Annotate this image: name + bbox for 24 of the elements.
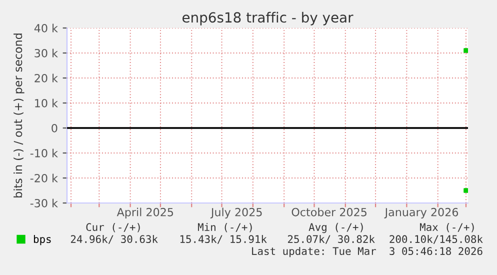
text: 200.10k/145.08k (390, 234, 483, 244)
y-tick-label: -20 k (30, 174, 58, 182)
chart-title: enp6s18 traffic - by year (182, 12, 354, 26)
text: Max (-/+) (420, 223, 474, 232)
text: Last update: Tue Mar 3 05:46:18 2026 (252, 246, 482, 258)
text: 15.43k/ 15.91k (180, 234, 267, 244)
x-tick-label: January 2026 (384, 208, 458, 218)
y-axis-title: bits in (-) / out (+) per second (14, 34, 24, 198)
y-tick-label: 20 k (34, 74, 58, 82)
text: Min (-/+) (198, 222, 252, 232)
y-tick-label: 0 (52, 124, 58, 132)
y-tick-label: -10 k (30, 148, 58, 158)
y-tick-label: 40 k (34, 24, 58, 32)
y-tick-label: 30 k (34, 48, 58, 58)
y-tick-label: -30 k (30, 198, 58, 208)
x-tick-label: October 2025 (292, 208, 366, 216)
y-tick-label: 10 k (35, 98, 58, 108)
legend-label: bps (34, 234, 51, 246)
x-tick-label: July 2025 (210, 208, 262, 218)
text: 25.07k/ 30.82k (288, 234, 375, 244)
x-tick-label: April 2025 (116, 208, 174, 218)
text: Cur (-/+) (86, 223, 140, 232)
text: Avg (-/+) (308, 222, 363, 234)
text: 24.96k/ 30.63k (70, 234, 158, 244)
